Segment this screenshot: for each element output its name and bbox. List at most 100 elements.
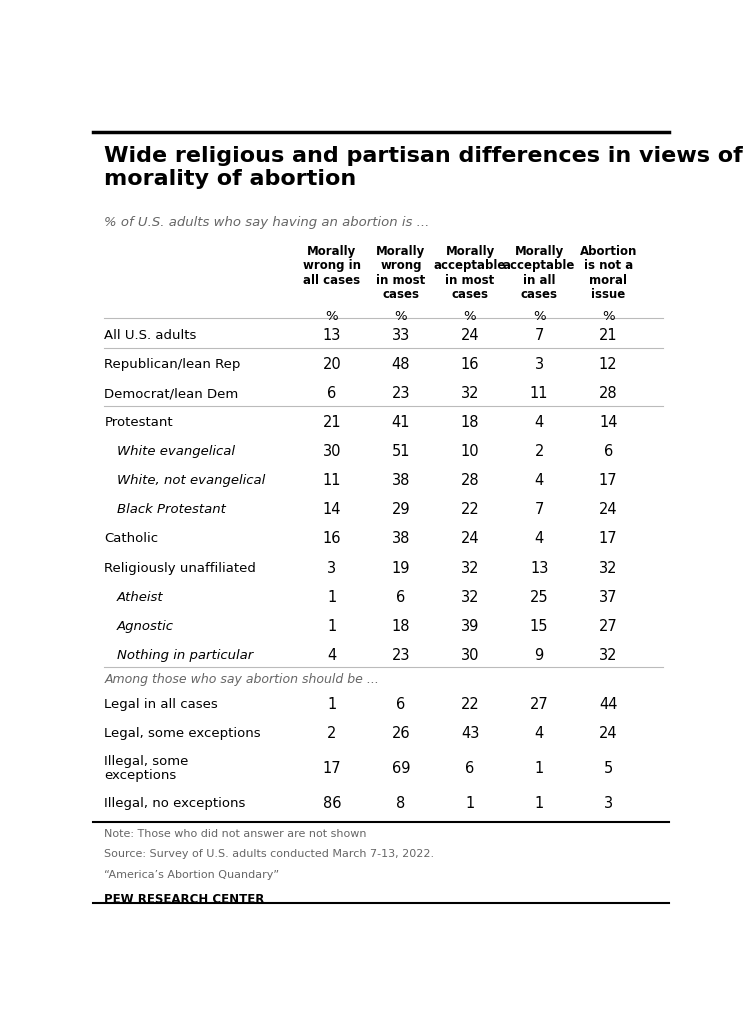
- Text: 17: 17: [599, 532, 617, 546]
- Text: 33: 33: [392, 328, 410, 344]
- Text: 28: 28: [461, 474, 479, 488]
- Text: 24: 24: [461, 532, 479, 546]
- Text: Morally
acceptable
in most
cases: Morally acceptable in most cases: [434, 244, 506, 302]
- Text: 1: 1: [465, 796, 475, 810]
- Text: 2: 2: [534, 444, 544, 459]
- Text: 7: 7: [534, 328, 544, 344]
- Text: 32: 32: [461, 589, 479, 605]
- Text: Black Protestant: Black Protestant: [117, 503, 226, 517]
- Text: 17: 17: [322, 761, 341, 776]
- Text: 37: 37: [599, 589, 617, 605]
- Text: Morally
wrong in
all cases: Morally wrong in all cases: [303, 244, 361, 286]
- Text: 21: 21: [322, 415, 341, 431]
- Text: Illegal, some
exceptions: Illegal, some exceptions: [104, 755, 189, 783]
- Text: 5: 5: [603, 761, 613, 776]
- Text: Note: Those who did not answer are not shown: Note: Those who did not answer are not s…: [104, 829, 367, 839]
- Text: 23: 23: [392, 387, 410, 401]
- Text: %: %: [325, 310, 338, 323]
- Text: 41: 41: [392, 415, 410, 431]
- Text: 16: 16: [461, 357, 479, 372]
- Text: 1: 1: [327, 619, 337, 633]
- Text: 38: 38: [392, 532, 410, 546]
- Text: 8: 8: [396, 796, 406, 810]
- Text: 1: 1: [327, 698, 337, 712]
- Text: 22: 22: [461, 502, 479, 518]
- Text: 13: 13: [322, 328, 341, 344]
- Text: 4: 4: [534, 726, 544, 742]
- Text: 19: 19: [392, 561, 410, 576]
- Text: 14: 14: [599, 415, 617, 431]
- Text: 4: 4: [534, 532, 544, 546]
- Text: 30: 30: [322, 444, 341, 459]
- Text: Republican/lean Rep: Republican/lean Rep: [104, 358, 241, 371]
- Text: Source: Survey of U.S. adults conducted March 7-13, 2022.: Source: Survey of U.S. adults conducted …: [104, 849, 435, 859]
- Text: Protestant: Protestant: [104, 416, 173, 430]
- Text: 1: 1: [534, 796, 544, 810]
- Text: 3: 3: [327, 561, 337, 576]
- Text: 11: 11: [530, 387, 548, 401]
- Text: % of U.S. adults who say having an abortion is ...: % of U.S. adults who say having an abort…: [104, 216, 429, 229]
- Text: 86: 86: [322, 796, 341, 810]
- Text: Catholic: Catholic: [104, 533, 158, 545]
- Text: 69: 69: [392, 761, 410, 776]
- Text: %: %: [533, 310, 545, 323]
- Text: Wide religious and partisan differences in views of the
morality of abortion: Wide religious and partisan differences …: [104, 146, 743, 189]
- Text: Democrat/lean Dem: Democrat/lean Dem: [104, 388, 239, 400]
- Text: 1: 1: [534, 761, 544, 776]
- Text: %: %: [464, 310, 476, 323]
- Text: 4: 4: [534, 474, 544, 488]
- Text: 17: 17: [599, 474, 617, 488]
- Text: Agnostic: Agnostic: [117, 620, 174, 632]
- Text: Among those who say abortion should be ...: Among those who say abortion should be .…: [104, 673, 379, 686]
- Text: 6: 6: [327, 387, 337, 401]
- Text: Nothing in particular: Nothing in particular: [117, 649, 253, 662]
- Text: Abortion
is not a
moral
issue: Abortion is not a moral issue: [580, 244, 637, 302]
- Text: 16: 16: [322, 532, 341, 546]
- Text: 21: 21: [599, 328, 617, 344]
- Text: 30: 30: [461, 648, 479, 663]
- Text: 20: 20: [322, 357, 341, 372]
- Text: 29: 29: [392, 502, 410, 518]
- Text: 32: 32: [599, 648, 617, 663]
- Text: 22: 22: [461, 698, 479, 712]
- Text: 4: 4: [327, 648, 337, 663]
- Text: 32: 32: [599, 561, 617, 576]
- Text: 6: 6: [396, 698, 406, 712]
- Text: All U.S. adults: All U.S. adults: [104, 329, 197, 343]
- Text: 14: 14: [322, 502, 341, 518]
- Text: 7: 7: [534, 502, 544, 518]
- Text: 11: 11: [322, 474, 341, 488]
- Text: 12: 12: [599, 357, 617, 372]
- Text: Religiously unaffiliated: Religiously unaffiliated: [104, 562, 256, 575]
- Text: Legal in all cases: Legal in all cases: [104, 699, 218, 711]
- Text: 48: 48: [392, 357, 410, 372]
- Text: 4: 4: [534, 415, 544, 431]
- Text: 15: 15: [530, 619, 548, 633]
- Text: 6: 6: [396, 589, 406, 605]
- Text: 6: 6: [465, 761, 475, 776]
- Text: Atheist: Atheist: [117, 590, 163, 604]
- Text: %: %: [602, 310, 614, 323]
- Text: 9: 9: [534, 648, 544, 663]
- Text: White, not evangelical: White, not evangelical: [117, 475, 265, 487]
- Text: 1: 1: [327, 589, 337, 605]
- Text: 44: 44: [599, 698, 617, 712]
- Text: 13: 13: [530, 561, 548, 576]
- Text: 51: 51: [392, 444, 410, 459]
- Text: “America’s Abortion Quandary”: “America’s Abortion Quandary”: [104, 870, 279, 880]
- Text: 28: 28: [599, 387, 617, 401]
- Text: 26: 26: [392, 726, 410, 742]
- Text: Morally
wrong
in most
cases: Morally wrong in most cases: [376, 244, 426, 302]
- Text: White evangelical: White evangelical: [117, 445, 235, 458]
- Text: 27: 27: [599, 619, 617, 633]
- Text: 25: 25: [530, 589, 548, 605]
- Text: 18: 18: [392, 619, 410, 633]
- Text: 32: 32: [461, 387, 479, 401]
- Text: 3: 3: [534, 357, 544, 372]
- Text: PEW RESEARCH CENTER: PEW RESEARCH CENTER: [104, 893, 265, 906]
- Text: %: %: [395, 310, 407, 323]
- Text: 3: 3: [603, 796, 613, 810]
- Text: 32: 32: [461, 561, 479, 576]
- Text: 23: 23: [392, 648, 410, 663]
- Text: Morally
acceptable
in all
cases: Morally acceptable in all cases: [503, 244, 575, 302]
